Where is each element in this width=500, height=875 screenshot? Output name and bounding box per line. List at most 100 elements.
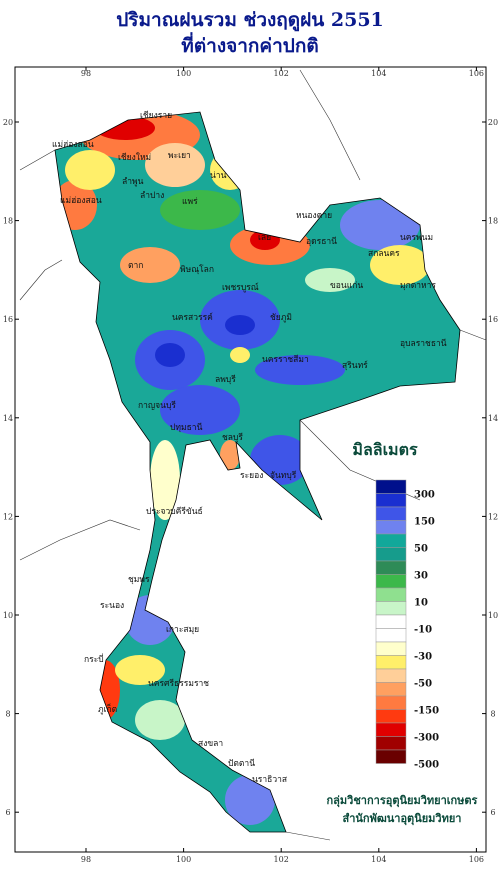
province-label: พิษณุโลก bbox=[180, 264, 214, 275]
legend-label: -30 bbox=[414, 652, 432, 663]
lat-tick-label: 12 bbox=[3, 512, 13, 521]
legend-swatch bbox=[375, 668, 407, 683]
province-label: นครสวรรค์ bbox=[172, 312, 213, 323]
legend-swatch bbox=[375, 682, 407, 697]
lat-tick-label: 14 bbox=[488, 414, 498, 423]
lon-tick-label: 98 bbox=[81, 69, 91, 78]
lat-tick-label: 20 bbox=[3, 118, 13, 127]
legend-swatch bbox=[375, 574, 407, 589]
province-label: ปทุมธานี bbox=[170, 422, 203, 433]
lat-tick-label: 16 bbox=[488, 315, 498, 324]
province-label: ลำพูน bbox=[122, 177, 144, 187]
province-label: สงขลา bbox=[198, 739, 223, 749]
province-label: ตาก bbox=[128, 261, 143, 271]
province-label: สุรินทร์ bbox=[342, 360, 368, 371]
province-label: มุกดาหาร bbox=[400, 281, 436, 291]
province-label: หนองคาย bbox=[296, 211, 332, 221]
lon-tick-label: 106 bbox=[469, 69, 484, 78]
lon-tick-label: 106 bbox=[469, 855, 484, 864]
legend-swatch bbox=[375, 736, 407, 751]
lon-tick-label: 100 bbox=[176, 855, 191, 864]
legend-label: -150 bbox=[414, 706, 439, 717]
province-label: ชุมพร bbox=[128, 575, 150, 585]
lat-tick-label: 6 bbox=[5, 808, 10, 817]
lat-tick-label: 20 bbox=[488, 118, 498, 127]
province-label: เชียงใหม่ bbox=[118, 152, 151, 163]
legend-swatch bbox=[375, 614, 407, 629]
legend-label: -500 bbox=[414, 760, 439, 771]
lon-tick-label: 98 bbox=[81, 855, 91, 864]
province-label: นครพนม bbox=[400, 233, 433, 243]
title: ที่ต่างจากค่าปกติ bbox=[181, 32, 318, 57]
province-label: อุบลราชธานี bbox=[400, 338, 447, 349]
lat-tick-label: 6 bbox=[490, 808, 495, 817]
province-label: เชียงราย bbox=[140, 110, 172, 121]
province-label: สกลนคร bbox=[368, 249, 400, 259]
province-label: กระบี่ bbox=[84, 653, 104, 665]
lat-tick-label: 18 bbox=[488, 217, 498, 226]
legend-title: มิลลิเมตร bbox=[352, 440, 418, 459]
province-label: ลพบุรี bbox=[215, 374, 236, 385]
province-label: เพชรบูรณ์ bbox=[222, 282, 259, 293]
lat-tick-label: 12 bbox=[488, 512, 498, 521]
province-label: แม่ฮ่องสอน bbox=[60, 196, 102, 206]
province-label: อุดรธานี bbox=[306, 236, 337, 247]
province-label: ประจวบคีรีขันธ์ bbox=[146, 506, 203, 517]
legend-label: 150 bbox=[414, 517, 435, 528]
lon-tick-label: 102 bbox=[274, 69, 289, 78]
legend-label: 300 bbox=[414, 490, 435, 501]
province-label: กาญจนบุรี bbox=[138, 400, 176, 411]
province-label: ชัยภูมิ bbox=[270, 313, 292, 323]
legend-label: -300 bbox=[414, 733, 439, 744]
legend-swatch bbox=[375, 641, 407, 656]
province-label: นราธิวาส bbox=[252, 775, 288, 785]
province-label: ปัตตานี bbox=[228, 758, 255, 769]
province-label: เลย bbox=[258, 233, 271, 243]
legend-swatch bbox=[375, 655, 407, 670]
legend-label: 50 bbox=[414, 544, 428, 555]
legend-swatch bbox=[375, 520, 407, 535]
province-label: ระนอง bbox=[100, 601, 124, 611]
province-label: ภูเก็ต bbox=[98, 703, 117, 715]
lat-tick-label: 10 bbox=[3, 611, 13, 620]
lat-tick-label: 8 bbox=[5, 710, 10, 719]
province-label: ชลบุรี bbox=[222, 432, 243, 443]
legend-swatch bbox=[375, 601, 407, 616]
legend-swatch bbox=[375, 695, 407, 710]
legend-swatch bbox=[375, 709, 407, 724]
lat-tick-label: 8 bbox=[490, 710, 495, 719]
legend-label: -50 bbox=[414, 679, 432, 690]
lon-tick-label: 104 bbox=[371, 855, 386, 864]
legend-swatch bbox=[375, 628, 407, 643]
legend-swatch bbox=[375, 547, 407, 562]
lat-tick-label: 18 bbox=[3, 217, 13, 226]
province-label: ระยอง bbox=[240, 471, 263, 481]
legend-swatch bbox=[375, 533, 407, 548]
legend-label: 10 bbox=[414, 598, 428, 609]
lon-tick-label: 100 bbox=[176, 69, 191, 78]
lat-tick-label: 14 bbox=[3, 414, 13, 423]
country-outline bbox=[54, 111, 461, 833]
lat-tick-label: 16 bbox=[3, 315, 13, 324]
credit: สำนักพัฒนาอุตุนิยมวิทยา bbox=[343, 812, 462, 826]
legend-swatch bbox=[375, 506, 407, 521]
credit: กลุ่มวิชาการอุตุนิยมวิทยาเกษตร bbox=[327, 794, 478, 808]
legend-swatch bbox=[375, 749, 407, 764]
legend-swatch bbox=[375, 722, 407, 737]
province-label: นครศรีธรรมราช bbox=[148, 678, 209, 689]
legend-label: -10 bbox=[414, 625, 432, 636]
province-label: น่าน bbox=[210, 171, 227, 181]
province-label: จันทบุรี bbox=[270, 470, 297, 481]
legend-swatch bbox=[375, 493, 407, 508]
lat-tick-label: 10 bbox=[488, 611, 498, 620]
legend-label: 30 bbox=[414, 571, 428, 582]
neighbor-borders bbox=[19, 69, 487, 841]
province-label: เกาะสมุย bbox=[166, 625, 199, 635]
legend-swatch bbox=[375, 587, 407, 602]
lon-tick-label: 102 bbox=[274, 855, 289, 864]
legend-swatch bbox=[375, 560, 407, 575]
province-label: แม่ฮ่องสอน bbox=[52, 140, 94, 150]
province-label: ลำปาง bbox=[140, 191, 164, 201]
